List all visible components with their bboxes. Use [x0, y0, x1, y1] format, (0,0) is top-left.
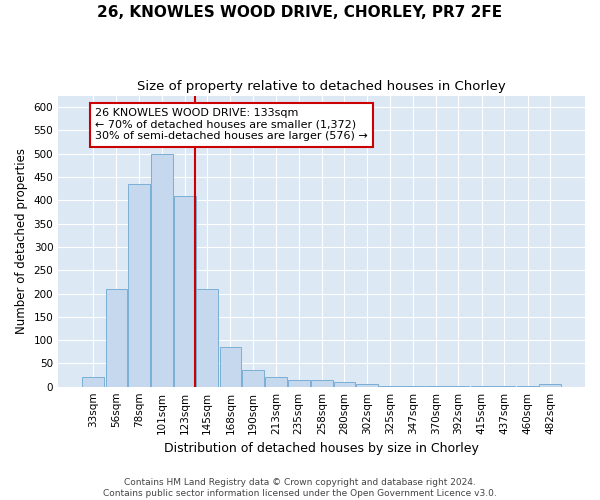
Bar — [539, 384, 561, 386]
Bar — [265, 378, 287, 386]
Bar — [220, 347, 241, 387]
X-axis label: Distribution of detached houses by size in Chorley: Distribution of detached houses by size … — [164, 442, 479, 455]
Y-axis label: Number of detached properties: Number of detached properties — [15, 148, 28, 334]
Bar — [174, 196, 196, 386]
Bar — [288, 380, 310, 386]
Bar — [151, 154, 173, 386]
Bar — [242, 370, 264, 386]
Bar — [128, 184, 150, 386]
Text: 26 KNOWLES WOOD DRIVE: 133sqm
← 70% of detached houses are smaller (1,372)
30% o: 26 KNOWLES WOOD DRIVE: 133sqm ← 70% of d… — [95, 108, 368, 142]
Bar — [106, 289, 127, 386]
Bar — [334, 382, 355, 386]
Bar — [356, 384, 378, 386]
Text: 26, KNOWLES WOOD DRIVE, CHORLEY, PR7 2FE: 26, KNOWLES WOOD DRIVE, CHORLEY, PR7 2FE — [97, 5, 503, 20]
Bar — [311, 380, 333, 386]
Bar — [196, 289, 218, 386]
Title: Size of property relative to detached houses in Chorley: Size of property relative to detached ho… — [137, 80, 506, 93]
Text: Contains HM Land Registry data © Crown copyright and database right 2024.
Contai: Contains HM Land Registry data © Crown c… — [103, 478, 497, 498]
Bar — [82, 378, 104, 386]
